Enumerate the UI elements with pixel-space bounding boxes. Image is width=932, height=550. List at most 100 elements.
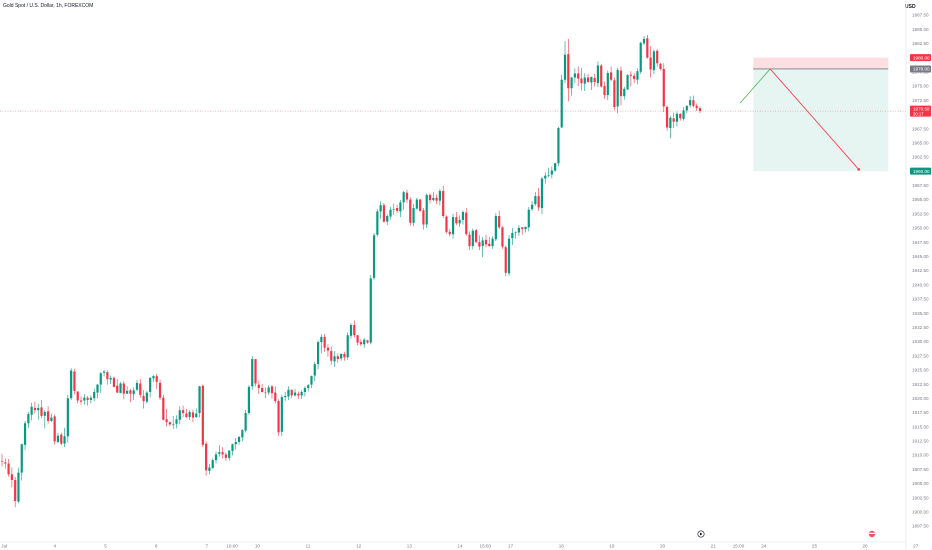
candle-body: [501, 227, 504, 247]
candle-body: [633, 75, 636, 80]
candle-body: [221, 452, 224, 455]
candle-body: [405, 192, 409, 200]
y-tick-label: 1942.50: [912, 268, 929, 273]
y-tick-label: 1927.50: [912, 353, 929, 358]
y-tick-label: 1975.00: [912, 84, 929, 89]
candle-body: [465, 212, 468, 235]
candle-body: [326, 347, 330, 351]
candle-body: [27, 414, 30, 424]
candle-body: [132, 390, 135, 395]
candle-body: [425, 194, 428, 225]
y-tick-label: 1957.50: [912, 183, 929, 188]
candle-body: [310, 376, 313, 385]
candle-body: [530, 204, 534, 210]
candle-body: [442, 191, 445, 216]
candle-body: [149, 377, 152, 393]
candle-body: [40, 407, 43, 416]
candle-body: [537, 196, 540, 208]
candle-body: [409, 199, 412, 223]
replay-icon: [697, 530, 705, 538]
candle-body: [494, 215, 497, 240]
candle-body: [316, 342, 320, 365]
candle-body: [386, 215, 389, 222]
current-price-tag-countdown: 30:17: [913, 111, 924, 116]
candle-body: [293, 392, 297, 396]
candle-body: [685, 105, 688, 111]
candle-body: [96, 384, 99, 393]
candle-body: [626, 75, 629, 90]
candle-body: [50, 417, 53, 421]
candle-body: [185, 413, 188, 417]
entry-price-tag-text: 1978.00: [913, 67, 930, 72]
candle-body: [399, 202, 402, 212]
y-tick-label: 1962.50: [912, 155, 929, 160]
y-tick-label: 1915.00: [912, 424, 929, 429]
candle-body: [56, 435, 60, 442]
candle-body: [455, 217, 458, 224]
y-tick-label: 1987.50: [912, 13, 929, 18]
candle-body: [231, 444, 234, 452]
candle-body: [218, 452, 221, 454]
candle-body: [53, 416, 56, 442]
time-axis[interactable]: Jul 4 5 6 7 10:00 10 11 12 13 14 15:00 17 18 19 20 21 15:…: [0, 541, 919, 549]
x-tick-label: 24: [761, 544, 767, 549]
candle-body: [37, 407, 40, 411]
candle-body: [320, 336, 323, 343]
projection-path[interactable]: [739, 68, 861, 171]
candle-body: [488, 243, 491, 247]
candle-body: [534, 196, 537, 205]
stop-zone: [753, 57, 889, 69]
candle-body: [527, 209, 530, 228]
stop-price-tag-text: 1980.00: [913, 55, 930, 60]
candle-body: [366, 340, 369, 343]
candle-body: [205, 443, 208, 471]
candle-body: [112, 377, 116, 387]
y-tick-label: 1912.50: [912, 439, 929, 444]
y-tick-label: 1965.00: [912, 140, 929, 145]
candle-body: [313, 364, 316, 376]
y-tick-label: 1972.50: [912, 98, 929, 103]
candle-body: [244, 413, 247, 431]
candle-body: [511, 233, 514, 239]
candle-body: [504, 247, 507, 273]
candle-body: [580, 78, 583, 84]
entry-price-tag: [910, 65, 931, 73]
candle-body: [606, 72, 609, 96]
candle-body: [583, 77, 586, 84]
y-tick-label: 1952.50: [912, 211, 929, 216]
candle-body: [274, 392, 277, 402]
candle-body: [267, 387, 270, 393]
axis-icons[interactable]: [697, 530, 876, 538]
candle-body: [544, 175, 547, 179]
candle-body: [257, 384, 260, 389]
candle-body: [178, 410, 181, 420]
price-axis[interactable]: 1987.501985.001982.501980.001977.501975.…: [905, 0, 929, 550]
candle-body: [330, 351, 333, 361]
candle-body: [662, 68, 665, 107]
candle-body: [698, 108, 702, 111]
candle-body: [481, 240, 484, 247]
candle-body: [343, 353, 346, 358]
current-price-tag-text: 1970.58: [913, 106, 930, 111]
candle-body: [195, 413, 198, 417]
candle-body: [270, 386, 274, 394]
candle-body: [577, 73, 580, 79]
candle-body: [290, 389, 293, 396]
x-tick-label: 18: [559, 544, 565, 549]
x-tick-label: 27: [913, 544, 919, 549]
x-tick-label: 25: [812, 544, 818, 549]
y-tick-label: 1945.00: [912, 254, 929, 259]
candle-body: [422, 210, 425, 225]
y-tick-label: 1935.00: [912, 311, 929, 316]
candle-body: [168, 422, 172, 425]
position-tool[interactable]: [753, 57, 889, 172]
target-price-tag: [910, 167, 931, 175]
candle-body: [652, 51, 656, 71]
candle-body: [586, 77, 590, 82]
candle-body: [672, 118, 675, 122]
y-tick-label: 1950.00: [912, 226, 929, 231]
candle-body: [349, 325, 353, 336]
candle-body: [675, 113, 679, 122]
candle-body: [155, 376, 158, 382]
